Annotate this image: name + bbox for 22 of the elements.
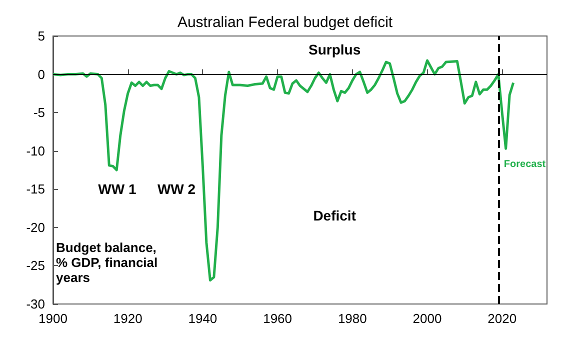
y-tick-label: -15 [26, 182, 45, 197]
y-tick-label: -20 [26, 220, 45, 235]
y-tick-label: 5 [38, 28, 45, 44]
y-tick-label: -30 [26, 296, 45, 312]
y-tick-label: -25 [26, 258, 45, 274]
x-tick-label: 1960 [263, 311, 292, 326]
y-tick-label: -5 [33, 105, 45, 120]
annotation: WW 2 [157, 180, 196, 197]
x-tick-label: 1940 [188, 311, 218, 326]
annotation: Deficit [313, 208, 356, 224]
annotation: Forecast [504, 159, 546, 170]
x-tick-label: 2000 [412, 311, 442, 326]
annotation: Surplus [308, 41, 361, 58]
y-axis-title: Budget balance, % GDP, financial years [56, 240, 158, 285]
x-tick-label: 1980 [338, 311, 367, 326]
y-tick-label: 0 [38, 66, 45, 82]
x-tick-label: 1920 [113, 311, 142, 326]
annotation: WW 1 [98, 180, 136, 197]
x-tick-label: 1900 [38, 311, 68, 326]
x-tick-label: 2020 [488, 311, 517, 326]
chart-title: Australian Federal budget deficit [177, 14, 394, 31]
y-tick-label: -10 [26, 143, 45, 158]
